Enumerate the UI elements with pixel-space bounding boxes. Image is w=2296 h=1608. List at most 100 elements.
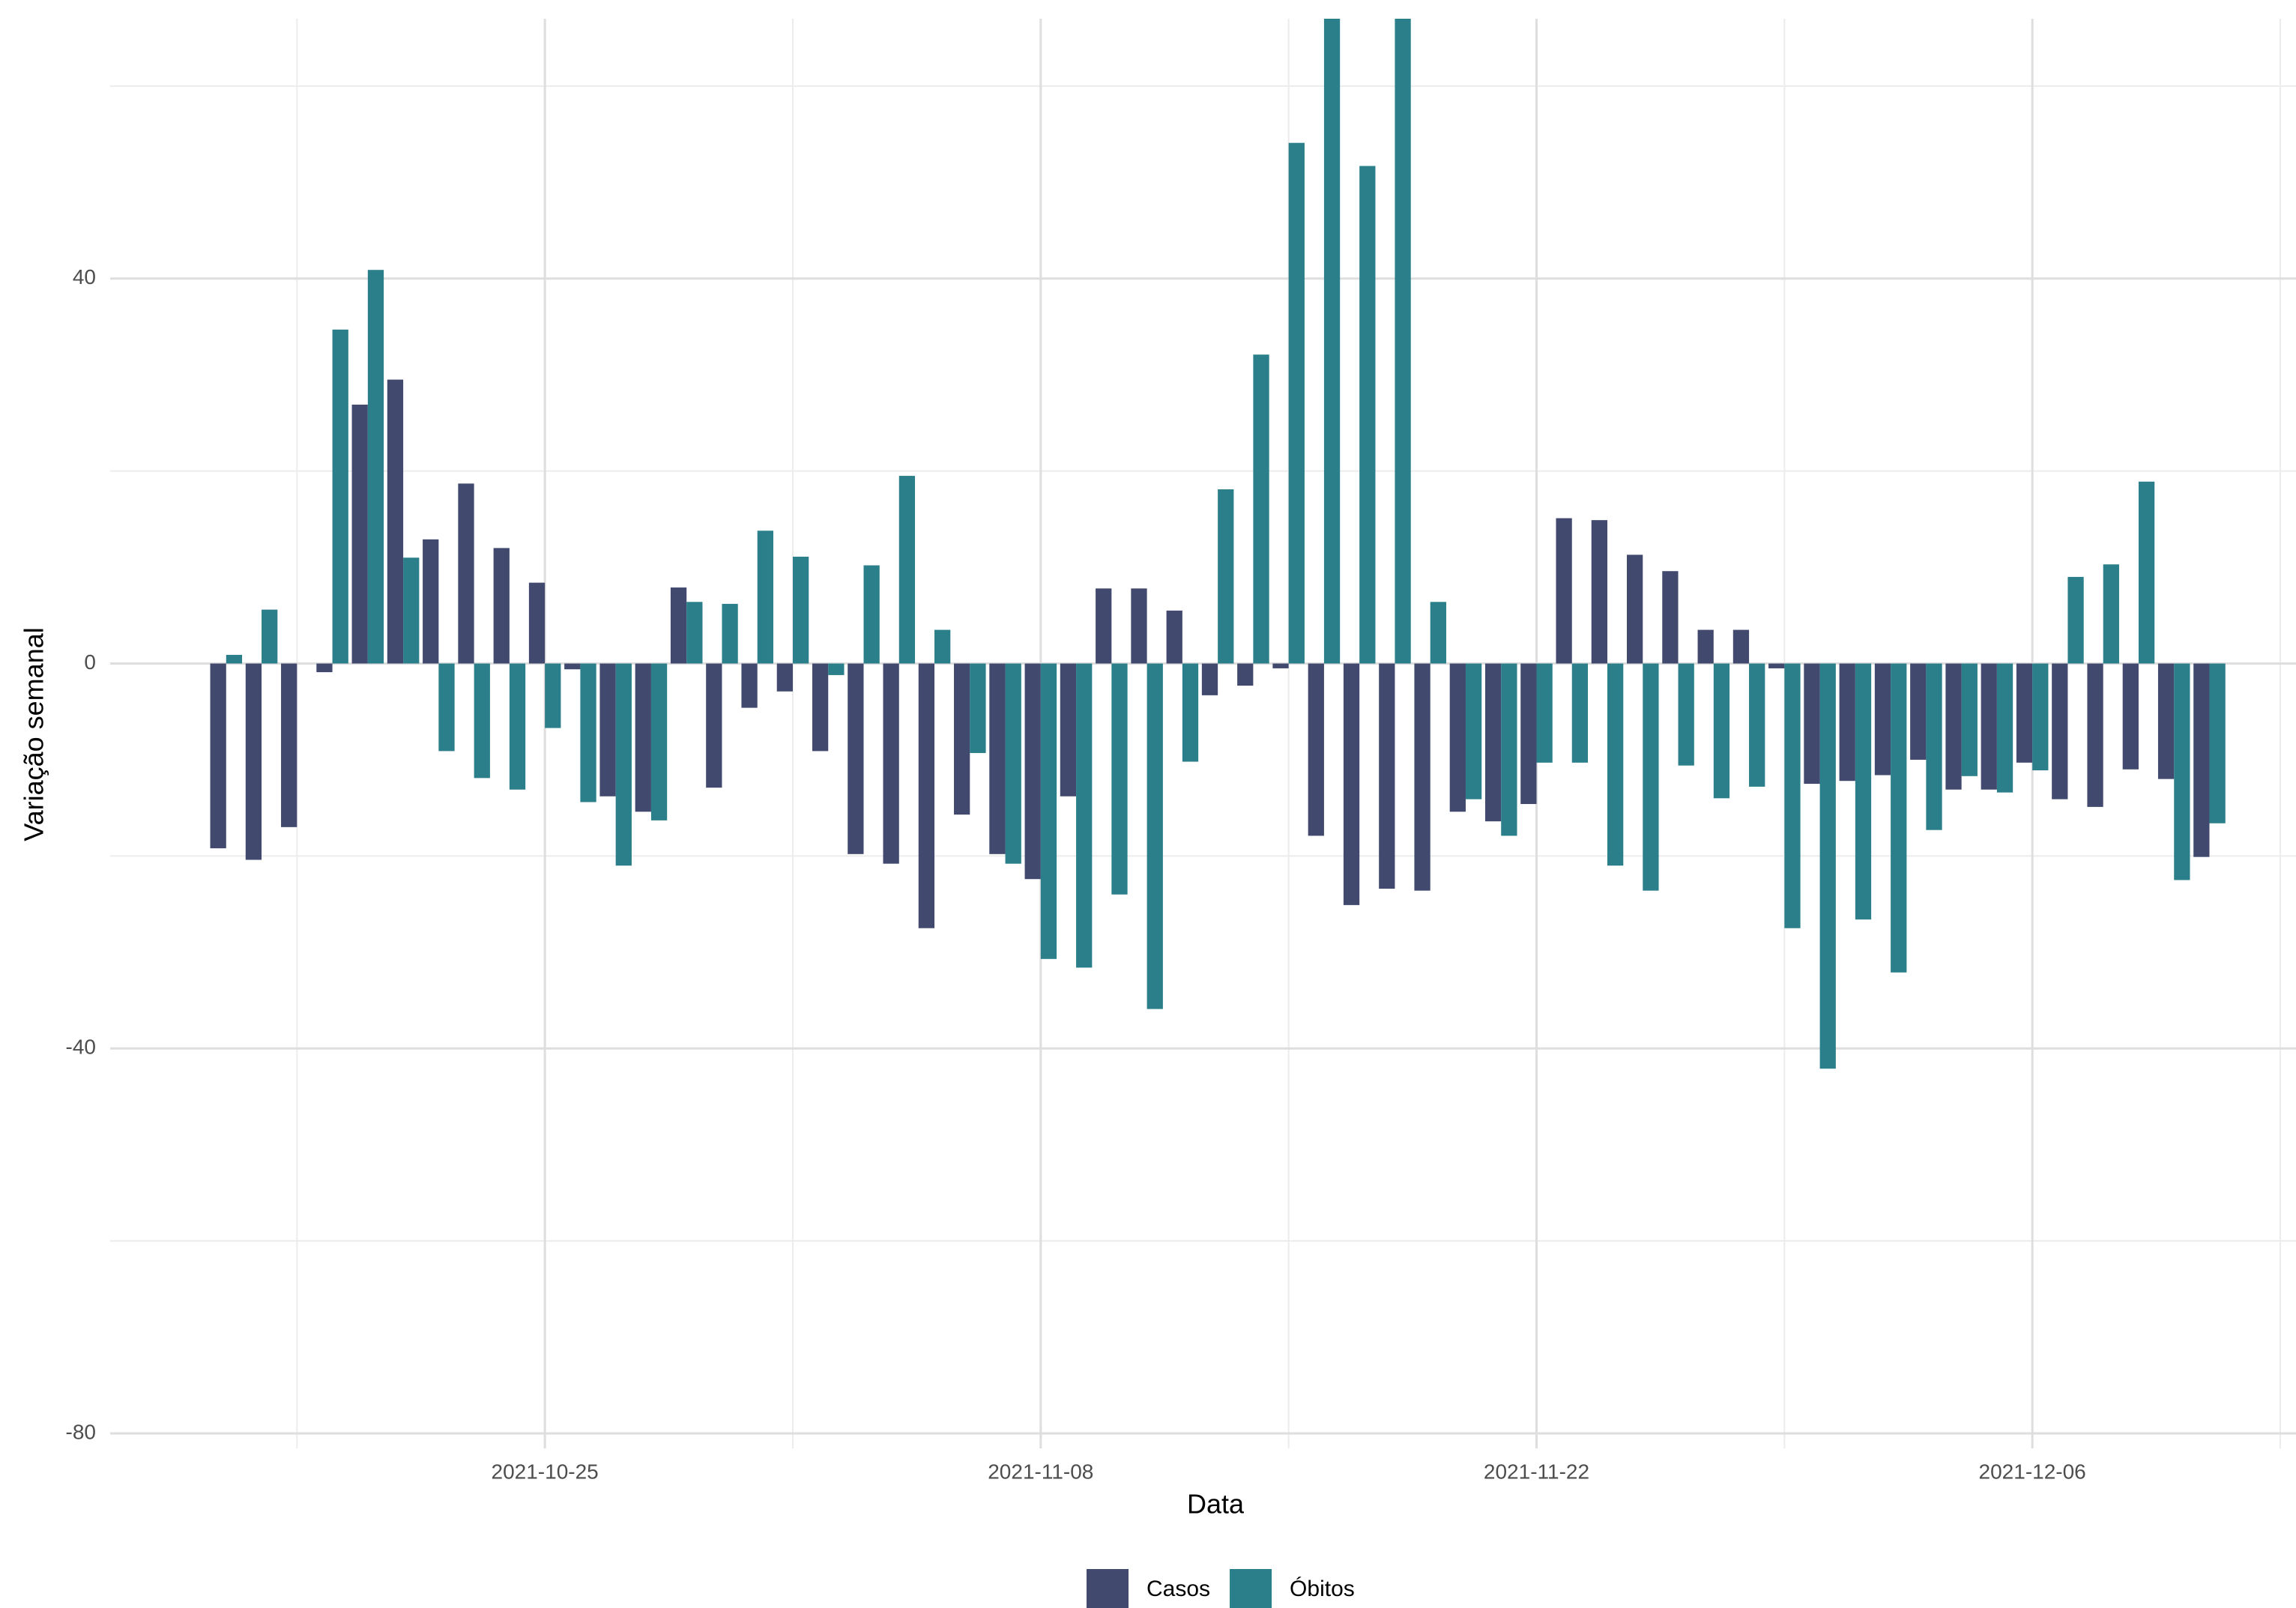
bar [615,663,632,866]
bar [1996,663,2013,793]
bar [741,663,758,708]
bar [1182,663,1199,762]
bar [1768,663,1785,668]
bar [1961,663,1978,776]
bar [509,663,526,790]
x-axis-title: Data [1187,1489,1245,1520]
bar [564,663,581,670]
bar [316,663,333,673]
bar [1111,663,1128,895]
bar [1288,142,1305,664]
bar [898,476,916,664]
bar [1678,663,1694,766]
bar [1501,663,1517,836]
bar [848,663,864,854]
bar [281,663,297,827]
bar [1910,663,1927,760]
bar [599,663,616,797]
bar [1556,518,1572,664]
bar [545,663,561,728]
bar [262,609,278,664]
bar [1643,663,1659,891]
bar [1430,602,1446,664]
bar [2138,481,2155,664]
bar [2032,663,2049,771]
bar [1131,588,1147,664]
bar [1520,663,1537,805]
bar [1323,19,1341,664]
bar [1308,663,1324,836]
bar [934,629,951,664]
bar [828,663,845,675]
y-tick-label: -40 [66,1036,96,1059]
bar [1449,663,1466,812]
bar [351,405,368,664]
bar [1749,663,1765,787]
bar [792,556,809,664]
bar [226,654,243,664]
bar [1627,554,1643,664]
bar [1465,663,1482,800]
y-tick-label: -80 [66,1420,96,1443]
bar [2016,663,2033,763]
bar [1804,663,1820,785]
bar [970,663,986,753]
bar [1166,610,1182,664]
bar [2052,663,2068,800]
bar [580,663,596,803]
bar [1697,629,1714,664]
bar [1607,663,1624,866]
bar [2122,663,2139,770]
bar [635,663,651,812]
bar [1253,354,1269,664]
bar [210,663,226,849]
bar [387,379,404,664]
bar [989,663,1006,854]
bar [1272,663,1289,668]
bar [670,587,687,664]
bar [1237,663,1254,686]
bar [1819,663,1836,1069]
x-tick-label: 2021-12-06 [1979,1460,2086,1483]
bar [1855,663,1872,920]
bar [2157,663,2175,779]
bar [1839,663,1855,782]
bar [1343,663,1360,905]
bar [1662,571,1679,664]
bar [650,663,668,820]
bar [438,663,455,752]
bar [1713,663,1730,799]
bar [1024,663,1041,880]
bar [528,582,546,664]
legend-label: Casos [1147,1577,1210,1601]
bar [1784,663,1801,928]
bar [2067,576,2084,664]
bar [1060,663,1077,797]
bar [493,548,510,664]
bar [2174,663,2190,880]
y-tick-label: 0 [84,650,96,674]
bar [954,663,970,815]
bar [2087,663,2103,807]
bar [474,663,490,779]
bar [1076,663,1093,968]
bar [1484,663,1502,822]
bar [863,565,880,664]
bar [757,531,773,664]
bar [686,602,703,664]
bar [403,557,420,664]
bar [1379,663,1395,889]
bar [245,663,262,860]
bar [2193,663,2210,857]
legend-key [1087,1569,1129,1608]
bar [1040,663,1057,959]
x-tick-label: 2021-11-08 [988,1460,1093,1483]
bar [423,539,439,664]
bar [722,603,738,664]
bar [1926,663,1942,830]
legend-label: Óbitos [1290,1577,1355,1601]
bar [1571,663,1589,763]
bar [883,663,899,864]
bar [1536,663,1553,763]
bar [2103,564,2119,664]
